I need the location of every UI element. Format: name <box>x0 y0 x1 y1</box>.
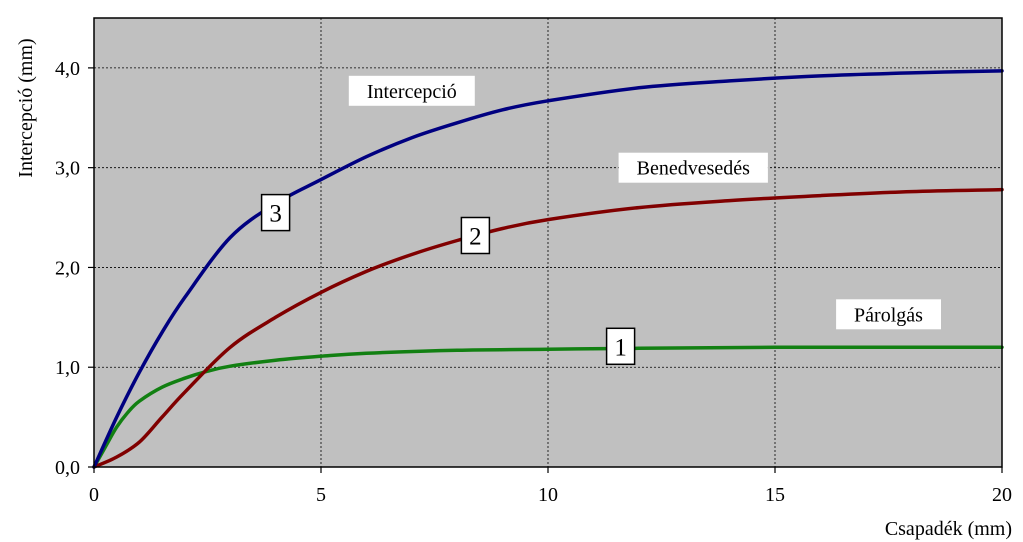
y-tick-label: 2,0 <box>55 257 80 279</box>
y-tick-label: 1,0 <box>55 357 80 379</box>
annotation-box: Párolgás <box>836 299 941 330</box>
x-tick-label: 0 <box>89 484 99 506</box>
annotation-box: Intercepció <box>348 75 475 106</box>
annotation-text: Intercepció <box>367 81 457 103</box>
y-tick-label: 3,0 <box>55 158 80 180</box>
curve-label-text: 3 <box>269 201 282 228</box>
x-tick-label: 15 <box>765 484 785 506</box>
y-tick-label: 4,0 <box>55 58 80 80</box>
x-tick-label: 20 <box>992 484 1012 506</box>
series-line-2 <box>92 187 1004 469</box>
x-tick-label: 10 <box>538 484 558 506</box>
curve-label: 3 <box>260 193 291 232</box>
series-layer <box>92 69 1004 469</box>
series-line-1 <box>92 345 1004 469</box>
curve-label-text: 2 <box>469 224 482 251</box>
curve-label-box <box>260 193 291 232</box>
annotation-bg <box>618 152 768 183</box>
curve-label-layer: 1 2 3 <box>260 193 636 366</box>
x-axis-title: Csapadék (mm) <box>885 518 1012 540</box>
curve-label-text: 1 <box>614 334 627 361</box>
annotation-text: Benedvesedés <box>637 158 751 180</box>
x-tick-label: 5 <box>316 484 326 506</box>
annotation-layer: Intercepció Benedvesedés Párolgás <box>348 75 941 330</box>
curve-label-box <box>605 327 636 366</box>
y-tick-label: 0,0 <box>55 457 80 479</box>
annotation-bg <box>348 75 475 106</box>
curve-label: 1 <box>605 327 636 366</box>
annotation-bg <box>836 299 941 330</box>
series-line-3 <box>92 69 1004 469</box>
grid-lines <box>94 18 1002 467</box>
curve-label-box <box>460 216 491 255</box>
annotation-box: Benedvesedés <box>618 152 768 183</box>
y-axis-title: Intercepció (mm) <box>15 38 37 177</box>
curve-label: 2 <box>460 216 491 255</box>
annotation-text: Párolgás <box>854 304 923 326</box>
axis-ticks: 0 5 10 15 20 0,0 1,0 2,0 3,0 4,0 <box>55 58 1012 506</box>
